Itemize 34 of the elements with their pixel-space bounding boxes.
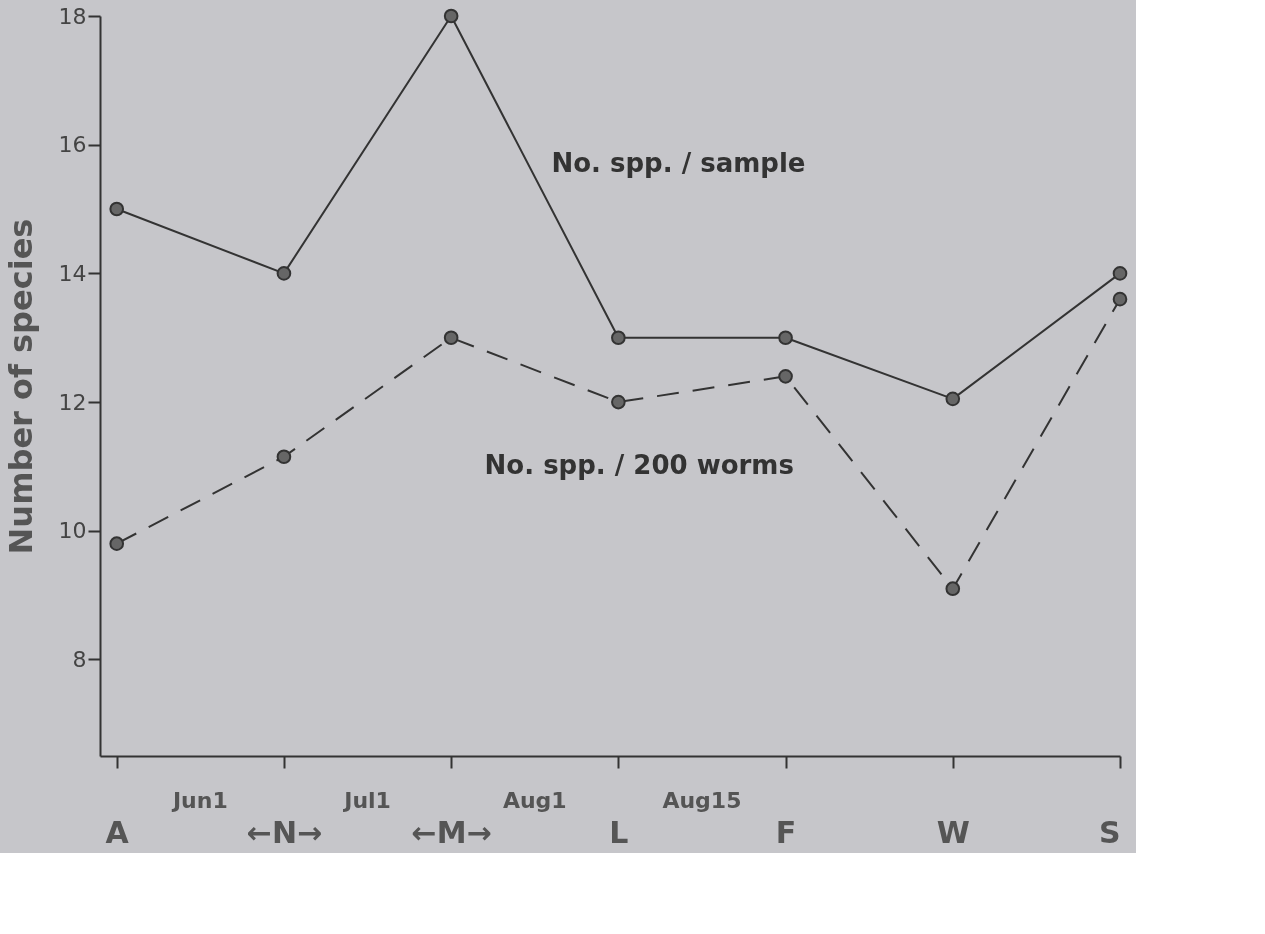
- x-tick-label: F: [775, 814, 797, 850]
- point: [1112, 291, 1128, 307]
- x-tick-label: ←M→: [411, 814, 492, 850]
- point: [109, 536, 125, 551]
- point: [276, 449, 292, 465]
- point: [945, 581, 961, 597]
- point: [611, 394, 626, 410]
- text: Aug15: [662, 788, 742, 813]
- x-tick-label: L: [609, 814, 629, 850]
- y-tick-label: 14: [58, 260, 87, 286]
- y-tick-label: 16: [58, 132, 87, 158]
- text: Jul1: [342, 788, 391, 813]
- point: [1112, 266, 1128, 281]
- text: Jun1: [170, 788, 228, 813]
- y-tick-label: 10: [58, 518, 87, 544]
- x-tick-label: A: [105, 814, 130, 850]
- series-label: No. spp. / sample: [551, 148, 806, 178]
- point: [778, 369, 793, 384]
- x-tick-label: W: [936, 814, 970, 850]
- point: [443, 330, 459, 346]
- point: [276, 266, 292, 281]
- y-tick-label: 12: [58, 389, 87, 415]
- point: [945, 391, 961, 407]
- point: [778, 330, 793, 346]
- y-tick-label: 8: [72, 646, 87, 672]
- x-tick-label: ←N→: [246, 814, 323, 850]
- y-axis-title: Number of species: [1, 218, 40, 555]
- y-tick-label: 18: [58, 3, 87, 29]
- point: [109, 201, 125, 217]
- series-label: No. spp. / 200 worms: [484, 450, 794, 481]
- x-tick-label: S: [1098, 814, 1121, 850]
- point: [443, 8, 459, 24]
- text: Aug1: [502, 788, 567, 813]
- point: [611, 330, 626, 346]
